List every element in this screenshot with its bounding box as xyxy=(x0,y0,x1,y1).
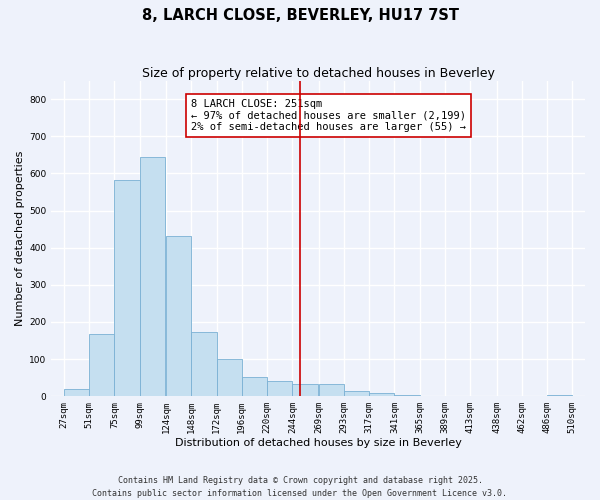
Bar xyxy=(344,392,369,396)
Bar xyxy=(267,382,292,396)
Bar xyxy=(292,384,317,396)
X-axis label: Distribution of detached houses by size in Beverley: Distribution of detached houses by size … xyxy=(175,438,461,448)
Y-axis label: Number of detached properties: Number of detached properties xyxy=(15,150,25,326)
Text: 8 LARCH CLOSE: 251sqm
← 97% of detached houses are smaller (2,199)
2% of semi-de: 8 LARCH CLOSE: 251sqm ← 97% of detached … xyxy=(191,99,466,132)
Bar xyxy=(369,394,394,396)
Bar xyxy=(319,384,344,396)
Bar xyxy=(217,358,242,396)
Bar xyxy=(191,332,217,396)
Bar xyxy=(64,389,89,396)
Bar xyxy=(166,236,191,396)
Bar xyxy=(140,156,165,396)
Bar xyxy=(89,334,115,396)
Text: Contains HM Land Registry data © Crown copyright and database right 2025.
Contai: Contains HM Land Registry data © Crown c… xyxy=(92,476,508,498)
Bar xyxy=(115,180,140,396)
Bar xyxy=(242,377,267,396)
Text: 8, LARCH CLOSE, BEVERLEY, HU17 7ST: 8, LARCH CLOSE, BEVERLEY, HU17 7ST xyxy=(142,8,458,22)
Title: Size of property relative to detached houses in Beverley: Size of property relative to detached ho… xyxy=(142,68,494,80)
